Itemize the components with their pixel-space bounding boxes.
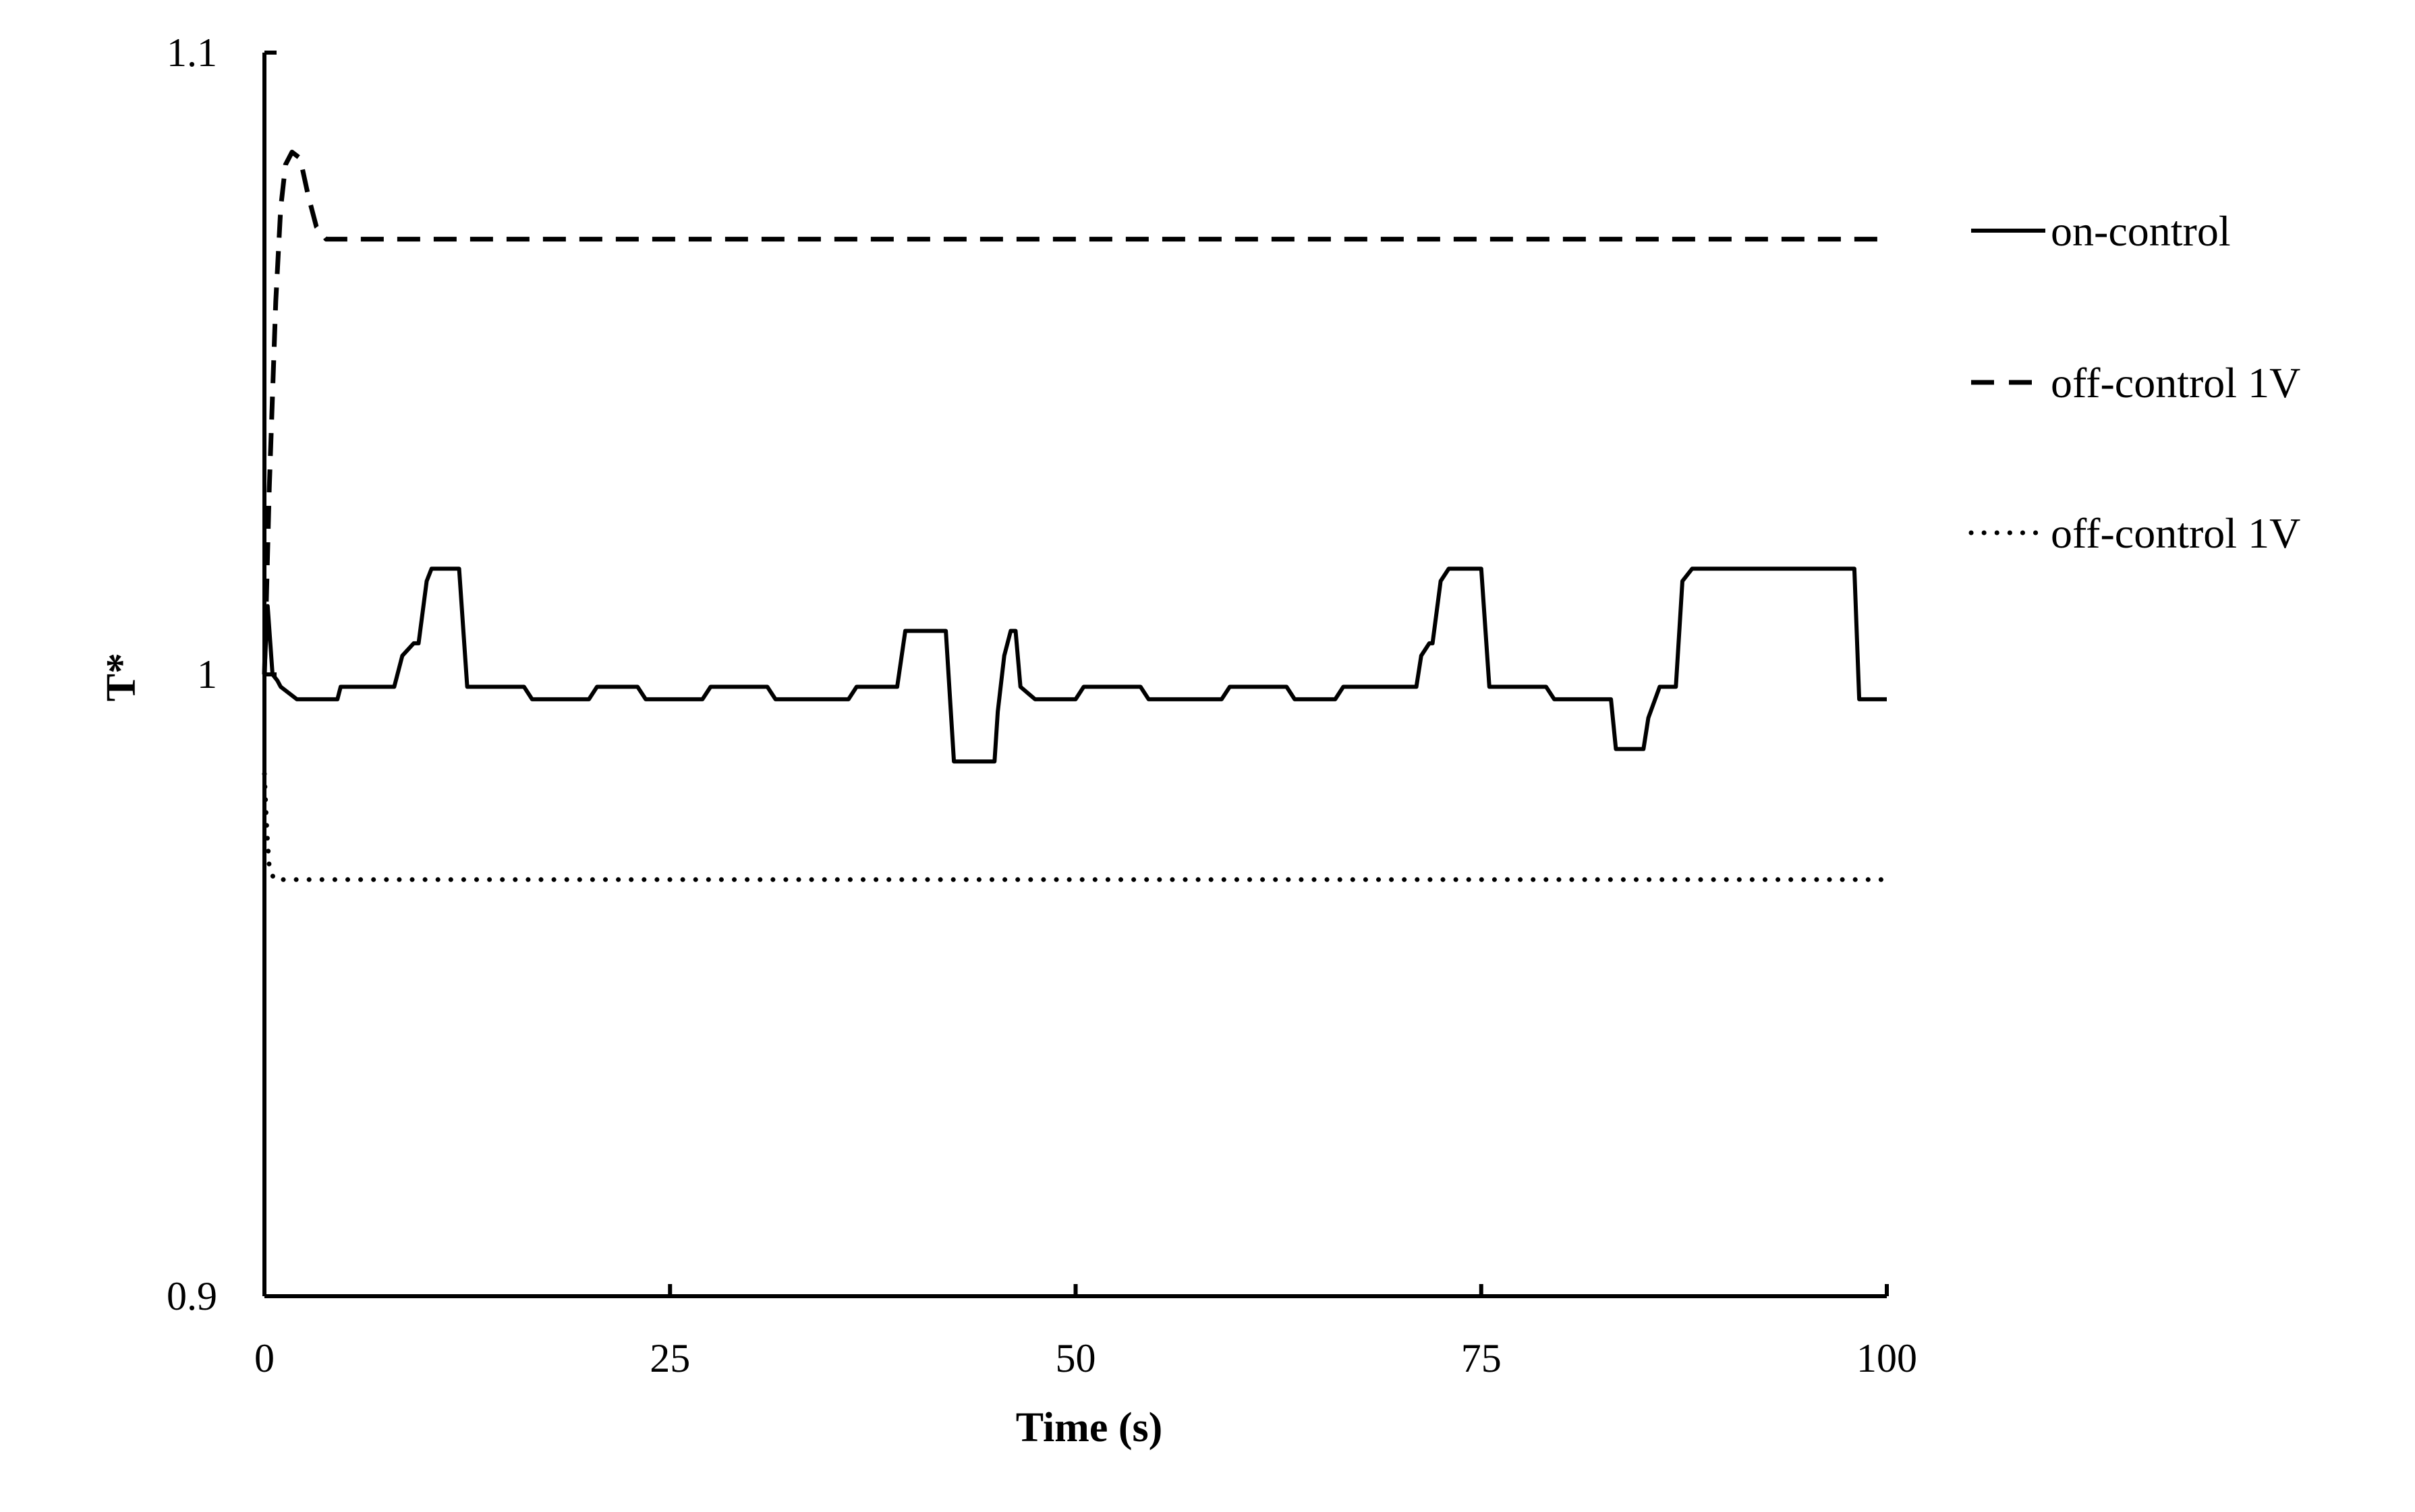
x-tick-label: 50 [1056,1336,1096,1380]
x-tick-label: 25 [650,1336,690,1380]
series-layer [262,150,1890,882]
series-line-dashed [262,150,1887,675]
series-line-dotted [262,772,1890,882]
x-tick-label: 0 [254,1336,275,1380]
x-tick-label: 75 [1461,1336,1502,1380]
series-line-solid [262,566,1887,764]
x-tick-label: 100 [1856,1336,1917,1380]
x-axis-title: Time (s) [1016,1405,1163,1451]
axes: 0.9 1 1.1 0 25 50 75 100 [167,30,1917,1380]
y-ticks: 0.9 1 1.1 [167,30,277,1318]
y-axis-title: T* [98,653,144,701]
legend-item-dashed: off-control 1V [1971,359,2300,407]
y-tick-label: 1 [197,652,217,697]
y-tick-label: 0.9 [167,1274,217,1318]
legend-label: off-control 1V [2051,509,2300,557]
legend-label: off-control 1V [2051,359,2300,407]
x-ticks: 0 25 50 75 100 [254,1284,1917,1380]
legend-item-dotted: off-control 1V [1968,509,2300,557]
legend-label: on-control [2051,207,2231,255]
legend: on-control off-control 1V off-control 1V [1968,207,2300,557]
y-tick-label: 1.1 [167,30,217,75]
legend-item-solid: on-control [1971,207,2231,255]
